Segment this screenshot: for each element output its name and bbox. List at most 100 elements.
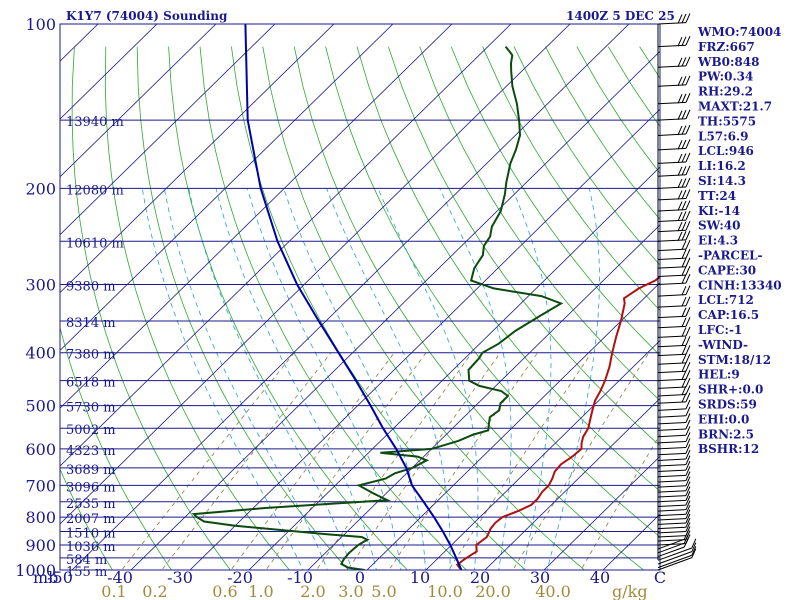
- temperature-tick-label: -40: [107, 568, 133, 587]
- wind-barb: [657, 546, 685, 558]
- dry-adiabat: [482, 46, 660, 311]
- wind-barb-feather: [685, 385, 691, 395]
- wind-barb: [657, 542, 685, 554]
- wind-barb: [657, 198, 686, 201]
- height-label: 6518 m: [66, 376, 116, 391]
- height-label: 3689 m: [66, 463, 116, 478]
- wind-barb: [657, 469, 686, 472]
- isotherm: [130, 50, 660, 570]
- mixing-ratio-label: 1.0: [248, 582, 273, 600]
- index-label: HEL:9: [698, 368, 740, 382]
- wind-barb-feather: [681, 307, 687, 317]
- wind-barb-feather: [681, 297, 687, 307]
- mixing-ratio-label: 2.0: [300, 582, 325, 600]
- height-label: 13940 m: [66, 115, 124, 130]
- height-label: 8314 m: [66, 316, 116, 331]
- wind-barb-feather: [681, 211, 687, 221]
- wind-barb-feather: [677, 166, 683, 177]
- wind-barb-feather: [685, 317, 691, 327]
- index-label: LCL:712: [698, 293, 754, 307]
- wind-barb-feather: [685, 481, 691, 491]
- dry-adiabat: [104, 46, 290, 570]
- wind-barb: [657, 518, 686, 521]
- wind-barb-feather: [685, 109, 691, 119]
- wind-barb-feather: [685, 353, 691, 364]
- wind-barb-feather: [681, 139, 687, 150]
- height-label: 1036 m: [66, 540, 116, 555]
- wind-barb-feather: [685, 522, 691, 532]
- isotherm: [425, 340, 660, 570]
- index-label: BRN:2.5: [698, 427, 754, 441]
- height-label: 3096 m: [66, 480, 116, 495]
- dry-adiabat: [0, 47, 60, 582]
- height-label: 2007 m: [66, 512, 116, 527]
- isotherm: [366, 282, 660, 570]
- wind-barb: [657, 539, 686, 542]
- wind-barb-feather: [685, 370, 691, 380]
- wind-barb-feather: [685, 345, 691, 355]
- wind-barb-feather: [685, 476, 691, 486]
- index-label: CAP:16.5: [698, 308, 759, 322]
- wind-barb: [657, 394, 686, 397]
- pressure-tick-label: 400: [25, 344, 56, 363]
- moist-adiabat: [377, 188, 479, 570]
- wind-barb-feather: [681, 231, 687, 241]
- wind-barb-feather: [685, 124, 691, 135]
- wind-barb-feather: [677, 153, 683, 164]
- wind-barb-feather: [685, 326, 691, 337]
- dry-adiabat: [765, 47, 800, 582]
- wind-barb: [657, 446, 686, 450]
- wind-barb-feather: [681, 166, 687, 176]
- wind-barb-feather: [681, 93, 687, 104]
- dry-adiabat: [168, 46, 408, 570]
- wind-barb: [657, 452, 686, 456]
- dry-adiabat: [388, 46, 660, 447]
- height-label: 7380 m: [66, 348, 116, 363]
- wind-barb: [657, 147, 686, 151]
- wind-barb-feather: [685, 296, 691, 306]
- temperature-tick-label: -20: [227, 568, 253, 587]
- wind-barb-feather: [677, 211, 683, 222]
- index-label: RH:29.2: [698, 85, 753, 99]
- index-label: SHR+:0.0: [698, 383, 763, 397]
- index-label: LCL:946: [698, 144, 754, 158]
- wind-barb-feather: [681, 266, 687, 276]
- temperature-tick-label: 30: [530, 568, 550, 587]
- temperature-tick-label: 10: [410, 568, 430, 587]
- wind-barb: [657, 174, 686, 177]
- wind-barb-feather: [685, 399, 691, 410]
- wind-barb: [657, 294, 686, 297]
- wind-barb-feather: [681, 76, 687, 86]
- wind-barb: [657, 335, 686, 338]
- temperature-tick-label: 0: [355, 568, 365, 587]
- height-label: 4323 m: [66, 444, 116, 459]
- wind-barb-feather: [677, 94, 683, 104]
- height-label: 1510 m: [66, 526, 116, 541]
- wind-barb: [657, 474, 686, 478]
- height-label: 5730 m: [66, 401, 116, 416]
- index-label: LFC:-1: [698, 323, 742, 337]
- mixing-ratio-label: 40.0: [535, 582, 571, 600]
- wind-barb: [657, 257, 686, 261]
- mixing-ratio-label: 0.1: [101, 582, 126, 600]
- wind-barb-feather: [685, 460, 691, 471]
- moist-adiabat: [215, 188, 377, 570]
- wind-barb: [657, 401, 686, 404]
- wind-barb: [657, 428, 686, 431]
- wind-barb-feather: [677, 140, 683, 150]
- dry-adiabat: [293, 46, 645, 570]
- mixing-ratio-line: [121, 352, 295, 570]
- wind-barb: [657, 353, 686, 357]
- wind-barb-feather: [681, 274, 687, 284]
- pressure-tick-label: 900: [25, 536, 56, 555]
- wind-barbs: [657, 13, 697, 571]
- wind-barb-feather: [685, 526, 691, 536]
- wind-barb-feather: [677, 36, 683, 47]
- isotherm: [484, 397, 660, 570]
- wind-barb: [657, 434, 686, 438]
- index-label: SRDS:59: [698, 398, 757, 412]
- wind-barb: [657, 557, 692, 571]
- mixing-ratio-line: [161, 352, 332, 570]
- wind-barb-feather: [685, 239, 691, 250]
- dewpoint-line: [191, 45, 564, 570]
